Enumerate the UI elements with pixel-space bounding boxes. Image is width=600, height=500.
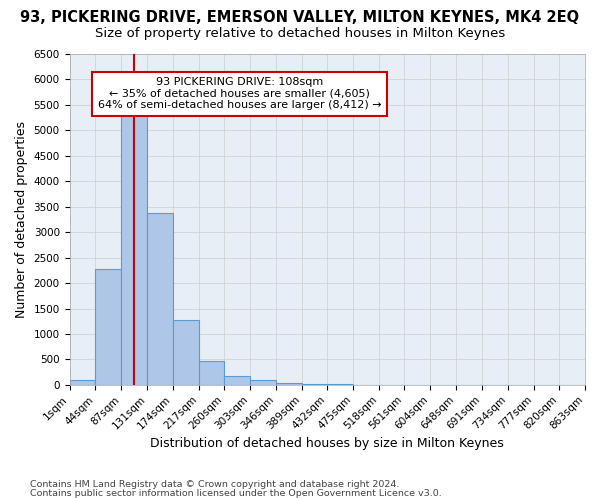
Text: Size of property relative to detached houses in Milton Keynes: Size of property relative to detached ho… <box>95 28 505 40</box>
Bar <box>302 384 327 385</box>
Text: 93 PICKERING DRIVE: 108sqm
← 35% of detached houses are smaller (4,605)
64% of s: 93 PICKERING DRIVE: 108sqm ← 35% of deta… <box>98 77 382 110</box>
Bar <box>173 320 199 385</box>
Bar <box>276 383 302 385</box>
Bar <box>199 361 224 385</box>
Text: Contains public sector information licensed under the Open Government Licence v3: Contains public sector information licen… <box>30 488 442 498</box>
Text: Contains HM Land Registry data © Crown copyright and database right 2024.: Contains HM Land Registry data © Crown c… <box>30 480 400 489</box>
Bar <box>250 380 276 385</box>
Text: 93, PICKERING DRIVE, EMERSON VALLEY, MILTON KEYNES, MK4 2EQ: 93, PICKERING DRIVE, EMERSON VALLEY, MIL… <box>20 10 580 25</box>
Bar <box>121 109 147 385</box>
Bar <box>95 269 121 385</box>
X-axis label: Distribution of detached houses by size in Milton Keynes: Distribution of detached houses by size … <box>151 437 504 450</box>
Bar <box>147 214 173 385</box>
Bar <box>70 380 95 385</box>
Y-axis label: Number of detached properties: Number of detached properties <box>15 121 28 318</box>
Bar <box>224 376 250 385</box>
